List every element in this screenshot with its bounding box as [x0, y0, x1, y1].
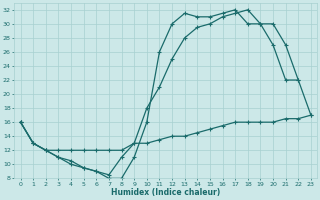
- X-axis label: Humidex (Indice chaleur): Humidex (Indice chaleur): [111, 188, 220, 197]
